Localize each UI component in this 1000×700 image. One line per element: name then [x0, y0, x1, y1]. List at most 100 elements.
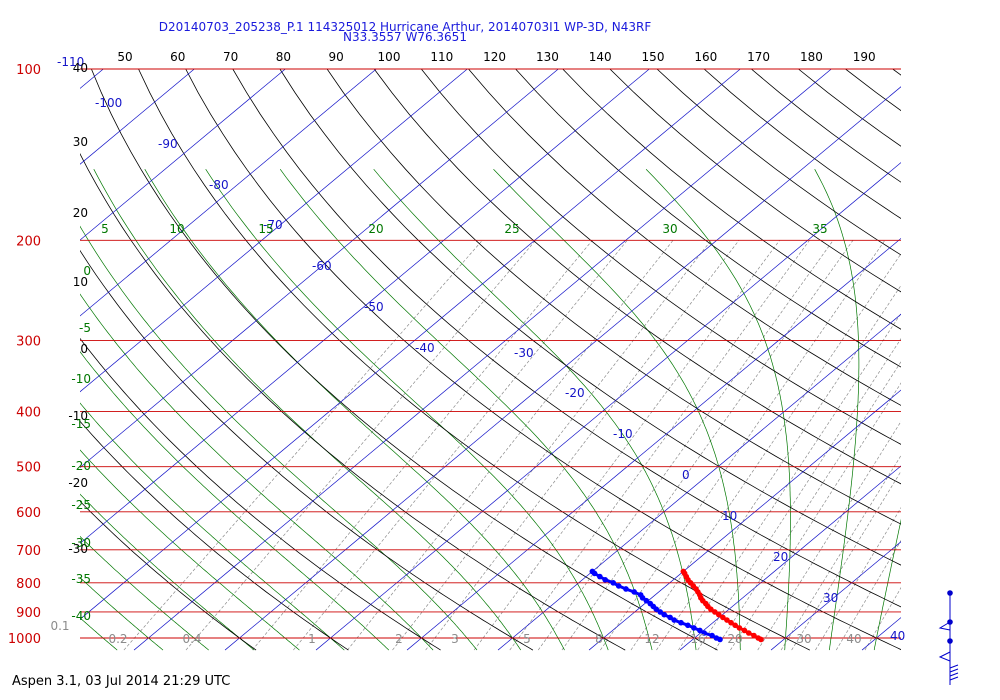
dry-adiabat-label: -20 — [68, 476, 88, 490]
isobar-label: 900 — [16, 606, 41, 621]
isotherm-label: -80 — [209, 178, 229, 192]
isotherm-line — [80, 69, 741, 620]
top-axis-label: 130 — [536, 50, 559, 64]
moist-adiabat-label: 25 — [504, 222, 519, 236]
temperature-profile-point — [680, 568, 687, 575]
isotherm-label: 10 — [722, 509, 737, 523]
dry-adiabat-line — [326, 69, 901, 525]
isotherm-line — [497, 313, 901, 651]
mixing-ratio-line — [757, 420, 901, 651]
temperature-profile-point — [745, 630, 752, 636]
sounding-profiles — [589, 568, 764, 643]
mixing-ratio-label: 12 — [644, 632, 659, 646]
mixing-ratio-lines — [123, 240, 901, 651]
dewpoint-profile-point — [602, 576, 608, 583]
dry-adiabat-line — [80, 337, 441, 651]
moist-adiabat-line — [205, 169, 609, 651]
moist-adiabat-label: 20 — [368, 222, 383, 236]
dry-adiabat-label: 40 — [73, 61, 88, 75]
temperature-profile-point — [751, 632, 757, 639]
isotherm-line — [80, 69, 286, 241]
moist-adiabat-label: 15 — [258, 222, 273, 236]
mixing-ratio-line — [600, 240, 886, 651]
top-axis-label: 190 — [853, 50, 876, 64]
dry-adiabat-line — [703, 69, 901, 219]
temperature-profile-point — [755, 635, 761, 641]
isotherm-line — [224, 86, 901, 651]
top-axis-label: 160 — [694, 50, 717, 64]
isobar-label: 100 — [16, 63, 41, 78]
moist-adiabat-label: -20 — [71, 459, 91, 473]
isotherm-line — [133, 69, 832, 651]
isotherm-label: -60 — [312, 259, 332, 273]
axis-labels: 1002003004005006007008009001000-110-100-… — [8, 50, 905, 647]
top-axis-label: 90 — [329, 50, 344, 64]
isotherm-label: -50 — [364, 300, 384, 314]
dry-adiabat-line — [80, 249, 534, 651]
mixing-ratio-line — [392, 240, 712, 651]
isotherm-line — [406, 237, 901, 651]
mixing-ratio-label: 8 — [595, 632, 603, 646]
dewpoint-profile-point — [709, 632, 715, 639]
dewpoint-profile-point — [643, 597, 650, 604]
title-line-1: D20140703_205238_P.1 114325012 Hurricane… — [158, 20, 652, 34]
mixing-ratio-line — [864, 587, 901, 651]
mixing-ratio-line — [425, 240, 740, 651]
mixing-ratio-label: 40 — [846, 632, 861, 646]
mixing-ratio-label: 0.4 — [182, 632, 201, 646]
moist-adiabat-label: -5 — [79, 321, 91, 335]
wind-barb — [949, 668, 959, 673]
isotherm-line — [315, 162, 901, 651]
isotherm-label: -20 — [565, 386, 585, 400]
mixing-ratio-line — [473, 240, 780, 651]
top-axis-label: 70 — [223, 50, 238, 64]
dewpoint-profile-point — [615, 583, 622, 589]
isotherm-line — [679, 465, 901, 651]
mixing-ratio-label: 5 — [523, 632, 531, 646]
mixing-ratio-line — [678, 312, 901, 651]
temperature-profile-point — [732, 622, 738, 629]
dry-adiabat-label: 20 — [73, 206, 88, 220]
moist-adiabat-label: 5 — [101, 222, 109, 236]
dewpoint-profile-point — [701, 630, 707, 636]
dewpoint-profile-point — [589, 568, 596, 575]
dewpoint-profile-point — [691, 625, 697, 631]
dry-adiabat-line — [80, 420, 349, 651]
isotherm-label: -90 — [158, 137, 178, 151]
isotherm-label: 40 — [890, 629, 905, 643]
dry-adiabat-line — [562, 69, 901, 330]
moist-adiabat-line — [493, 168, 741, 651]
isotherm-label: -70 — [263, 218, 283, 232]
isobar-label: 1000 — [8, 632, 41, 647]
dewpoint-profile-point — [637, 592, 644, 598]
dry-adiabat-line — [845, 69, 901, 112]
mixing-ratio-line — [630, 253, 901, 651]
mixing-ratio-line — [791, 470, 901, 651]
dewpoint-profile-point — [661, 611, 668, 618]
dry-adiabat-line — [373, 69, 901, 485]
dry-adiabat-label: 30 — [73, 135, 88, 149]
moist-adiabat-label: -10 — [71, 372, 91, 386]
isotherm-label: -40 — [415, 341, 435, 355]
isobar-label: 600 — [16, 506, 41, 521]
dry-adiabat-line — [468, 69, 901, 406]
mixing-ratio-line — [293, 240, 628, 651]
isotherm-line — [861, 617, 901, 651]
dewpoint-profile-point — [697, 627, 703, 634]
isobar-label: 500 — [16, 461, 41, 476]
mixing-ratio-line — [537, 240, 834, 651]
wind-barb-staff — [938, 590, 959, 685]
dry-adiabat-line — [80, 500, 257, 651]
dry-adiabat-label: 10 — [73, 275, 88, 289]
dewpoint-profile-point — [631, 589, 637, 595]
top-axis-label: 120 — [483, 50, 506, 64]
mixing-ratio-line — [347, 240, 674, 651]
temperature-profile-point — [724, 617, 730, 623]
title-line-2: N33.3557 W76.3651 — [343, 30, 467, 44]
moist-adiabat-line — [873, 518, 901, 651]
dry-adiabat-line — [609, 69, 901, 293]
moist-adiabat-label: 30 — [662, 222, 677, 236]
mixing-ratio-label: 1 — [308, 632, 316, 646]
top-axis-label: 180 — [800, 50, 823, 64]
